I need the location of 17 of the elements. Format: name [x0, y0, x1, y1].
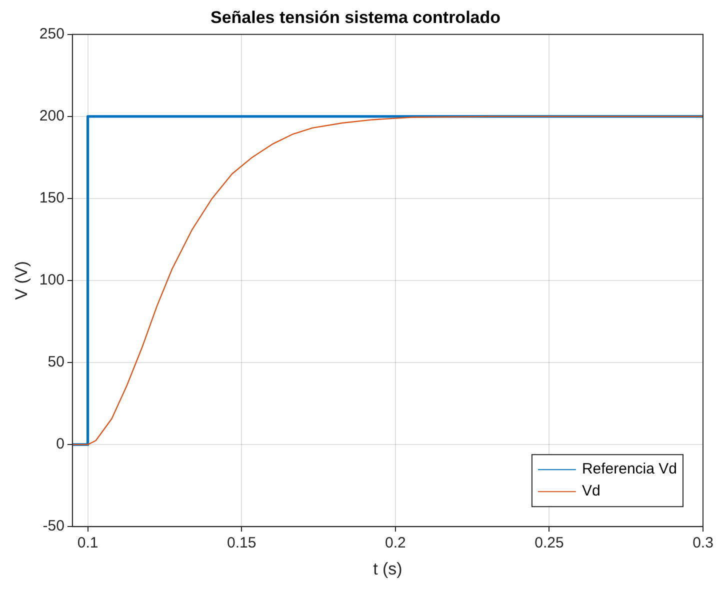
legend-label: Referencia Vd: [582, 460, 678, 478]
y-tick-label: 50: [48, 354, 64, 371]
x-tick-label: 0.3: [692, 534, 714, 552]
y-tick-label: 100: [39, 272, 64, 289]
legend-label: Vd: [582, 482, 600, 500]
y-tick-label: 150: [39, 190, 64, 207]
x-axis-title: t (s): [373, 559, 402, 578]
x-tick-label: 0.25: [534, 534, 564, 552]
y-axis-title: V (V): [12, 261, 31, 300]
y-tick-label: -50: [42, 518, 64, 535]
chart-title: Señales tensión sistema controlado: [210, 8, 501, 27]
x-tick-label: 0.2: [384, 534, 406, 552]
y-tick-label: 0: [56, 436, 64, 453]
x-tick-label: 0.15: [227, 534, 256, 552]
x-tick-label: 0.1: [77, 534, 98, 552]
y-tick-label: 250: [39, 26, 64, 43]
y-tick-label: 200: [39, 108, 64, 125]
